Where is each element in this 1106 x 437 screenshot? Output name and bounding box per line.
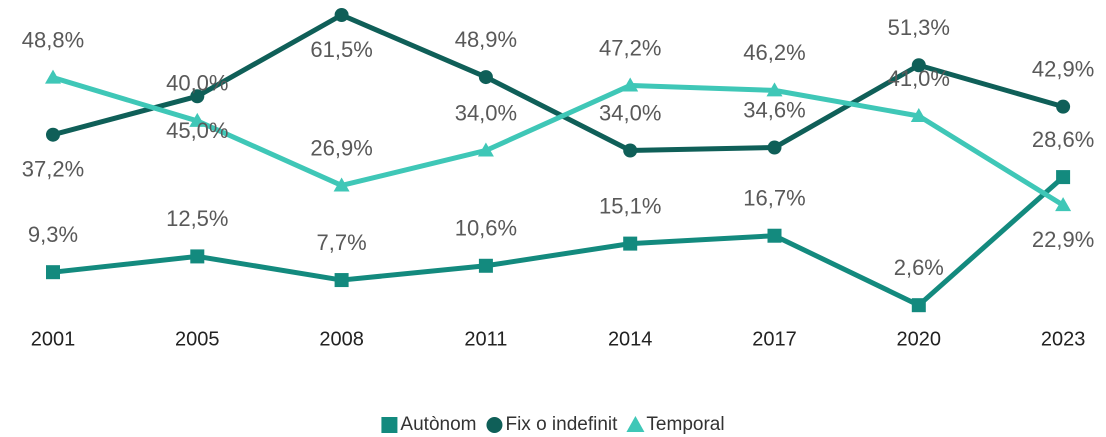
marker bbox=[767, 140, 782, 155]
legend: Autònom Fix o indefinit Temporal bbox=[381, 414, 725, 435]
marker bbox=[477, 142, 494, 157]
series-line bbox=[52, 12, 1064, 153]
value-label: 16,7% bbox=[743, 186, 805, 211]
x-tick-label: 2023 bbox=[1041, 328, 1086, 350]
value-label: 34,0% bbox=[599, 100, 661, 125]
value-label: 12,5% bbox=[166, 206, 228, 231]
marker bbox=[190, 249, 205, 264]
marker bbox=[1055, 197, 1072, 212]
marker bbox=[45, 69, 61, 84]
value-label: 61,5% bbox=[310, 37, 372, 62]
legend-label: Fix o indefinit bbox=[505, 414, 618, 435]
marker bbox=[1056, 170, 1071, 185]
marker bbox=[911, 58, 926, 73]
value-label: 34,0% bbox=[455, 100, 517, 125]
x-tick-label: 2005 bbox=[175, 328, 220, 350]
x-tick-label: 2017 bbox=[752, 328, 797, 350]
value-label: 26,9% bbox=[310, 135, 372, 160]
value-label: 9,3% bbox=[28, 222, 78, 247]
value-label: 37,2% bbox=[22, 157, 84, 182]
value-label: 28,6% bbox=[1032, 127, 1094, 152]
legend-marker bbox=[381, 417, 398, 433]
x-tick-label: 2020 bbox=[897, 328, 942, 350]
marker bbox=[478, 258, 493, 273]
value-label: 47,2% bbox=[599, 35, 661, 60]
value-label: 2,6% bbox=[894, 255, 944, 280]
legend-label: Temporal bbox=[646, 414, 724, 435]
value-label: 22,9% bbox=[1032, 227, 1094, 252]
marker bbox=[623, 236, 638, 251]
x-tick-label: 2001 bbox=[31, 328, 76, 350]
value-label: 51,3% bbox=[888, 15, 950, 40]
marker bbox=[478, 70, 493, 85]
marker bbox=[623, 143, 638, 158]
value-label: 48,8% bbox=[22, 27, 84, 52]
marker bbox=[767, 228, 782, 243]
series-line bbox=[52, 175, 1065, 308]
value-label: 48,9% bbox=[455, 27, 517, 52]
legend-label: Autònom bbox=[400, 414, 476, 435]
marker bbox=[46, 127, 60, 142]
marker bbox=[46, 265, 60, 280]
marker bbox=[622, 77, 639, 92]
series-line bbox=[52, 75, 1065, 208]
marker bbox=[911, 298, 926, 313]
value-label: 15,1% bbox=[599, 193, 661, 218]
legend-marker bbox=[486, 417, 503, 433]
value-label: 10,6% bbox=[455, 216, 517, 241]
marker bbox=[1056, 99, 1071, 114]
value-label: 34,6% bbox=[743, 97, 805, 122]
value-label: 45,0% bbox=[166, 118, 228, 143]
value-label: 40,0% bbox=[166, 71, 228, 96]
x-tick-label: 2014 bbox=[608, 328, 653, 350]
x-tick-label: 2011 bbox=[464, 328, 507, 350]
marker bbox=[190, 89, 205, 104]
legend-marker bbox=[626, 416, 645, 432]
marker bbox=[189, 112, 206, 127]
value-label: 41,0% bbox=[888, 66, 950, 91]
marker bbox=[333, 177, 350, 192]
value-label: 7,7% bbox=[317, 230, 367, 255]
x-tick-label: 2008 bbox=[319, 328, 364, 350]
marker bbox=[766, 82, 783, 97]
marker bbox=[334, 273, 349, 288]
value-label: 46,2% bbox=[743, 40, 805, 65]
value-label: 42,9% bbox=[1032, 56, 1094, 81]
marker bbox=[910, 108, 927, 122]
marker bbox=[334, 8, 349, 22]
